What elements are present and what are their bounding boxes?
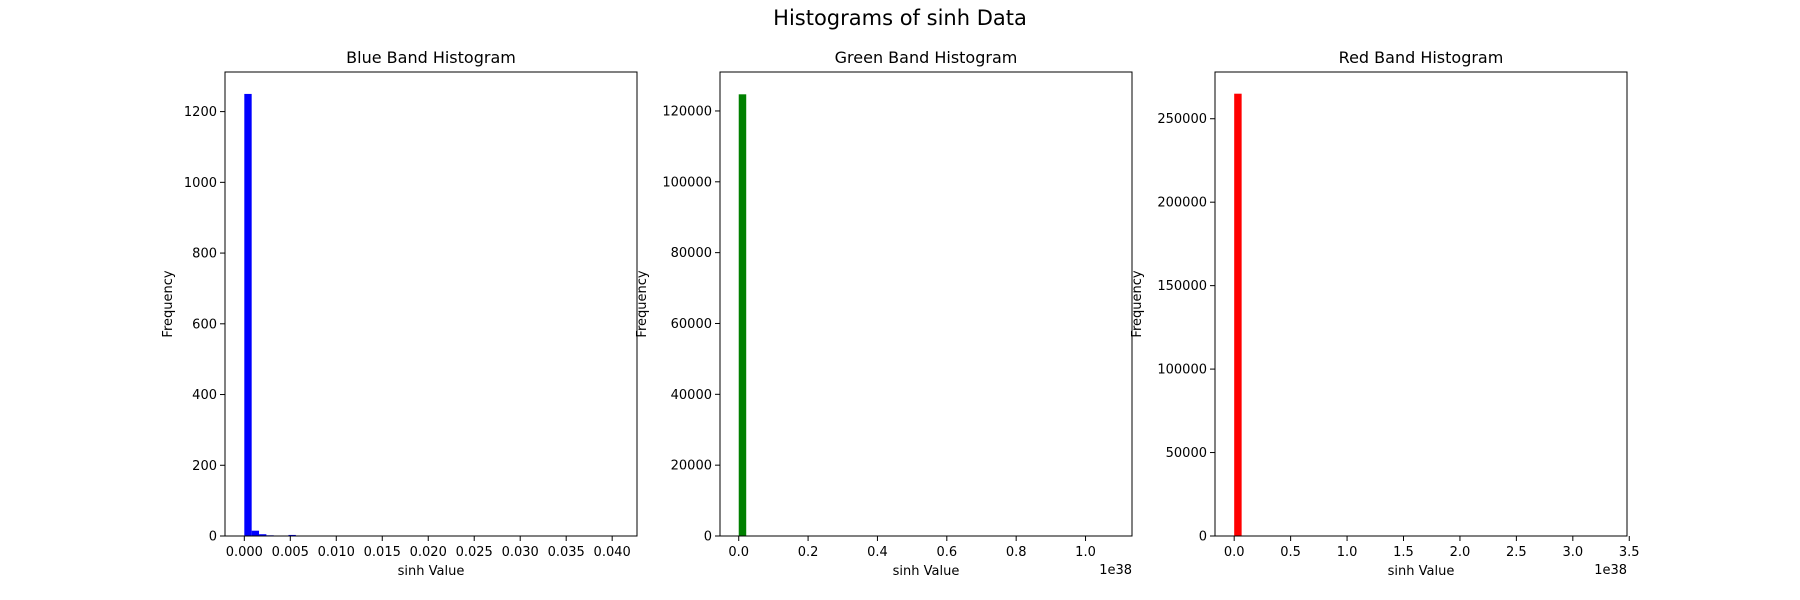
y-tick-label: 150000 <box>1157 279 1207 294</box>
y-tick-label: 0 <box>209 530 217 545</box>
y-tick-label: 100000 <box>662 175 712 190</box>
x-tick-label: 0.035 <box>548 545 585 560</box>
y-tick-label: 200 <box>192 459 217 474</box>
x-tick-label: 0.025 <box>456 545 493 560</box>
histogram-bar <box>244 93 252 537</box>
y-tick-label: 0 <box>1199 530 1207 545</box>
y-tick-label: 100000 <box>1157 363 1207 378</box>
histogram-bar <box>259 534 267 536</box>
x-tick-label: 0.030 <box>502 545 539 560</box>
x-tick-label: 0.040 <box>594 545 631 560</box>
x-tick-label: 2.5 <box>1506 545 1527 560</box>
y-tick-label: 40000 <box>671 388 712 403</box>
x-tick-label: 0.8 <box>1006 545 1027 560</box>
y-tick-label: 800 <box>192 247 217 262</box>
x-tick-label: 0.4 <box>867 545 888 560</box>
x-tick-label: 0.010 <box>318 545 355 560</box>
x-tick-label: 2.0 <box>1450 545 1471 560</box>
y-tick-label: 400 <box>192 388 217 403</box>
x-tick-label: 0.005 <box>272 545 309 560</box>
y-tick-label: 50000 <box>1166 446 1207 461</box>
x-tick-label: 0.020 <box>410 545 447 560</box>
x-tick-label: 1.0 <box>1075 545 1096 560</box>
x-axis-label: sinh Value <box>398 564 465 579</box>
y-tick-label: 200000 <box>1157 196 1207 211</box>
y-tick-label: 120000 <box>662 104 712 119</box>
x-tick-label: 0.6 <box>936 545 957 560</box>
axes-frame <box>224 71 638 537</box>
y-axis-label: Frequency <box>635 270 650 337</box>
figure-title: Histograms of sinh Data <box>773 6 1027 30</box>
y-tick-label: 250000 <box>1157 112 1207 127</box>
subplot-title: Green Band Histogram <box>835 48 1018 67</box>
x-tick-label: 1.5 <box>1393 545 1414 560</box>
axes-frame <box>1214 71 1628 537</box>
subplot-title: Red Band Histogram <box>1339 48 1504 67</box>
histogram-bar <box>1234 93 1242 536</box>
y-tick-label: 20000 <box>671 459 712 474</box>
x-tick-label: 3.0 <box>1562 545 1583 560</box>
y-tick-label: 80000 <box>671 246 712 261</box>
histogram-bar <box>738 94 747 536</box>
y-tick-label: 1000 <box>184 176 217 191</box>
x-tick-label: 0.000 <box>226 545 263 560</box>
y-axis-label: Frequency <box>1130 270 1145 337</box>
histogram-bar <box>288 534 296 536</box>
x-tick-label: 0.0 <box>728 545 749 560</box>
subplot-title: Blue Band Histogram <box>346 48 516 67</box>
x-axis-label: sinh Value <box>1388 564 1455 579</box>
y-tick-label: 1200 <box>184 105 217 120</box>
y-tick-label: 600 <box>192 317 217 332</box>
y-tick-label: 0 <box>704 530 712 545</box>
x-tick-label: 3.5 <box>1619 545 1640 560</box>
histogram-bar <box>251 530 260 536</box>
x-tick-label: 1.0 <box>1337 545 1358 560</box>
x-offset-label: 1e38 <box>1594 563 1627 578</box>
x-tick-label: 0.2 <box>798 545 819 560</box>
x-axis-label: sinh Value <box>893 564 960 579</box>
y-tick-label: 60000 <box>671 317 712 332</box>
y-axis-label: Frequency <box>161 270 176 337</box>
x-tick-label: 0.5 <box>1280 545 1301 560</box>
x-offset-label: 1e38 <box>1099 563 1132 578</box>
x-tick-label: 0.0 <box>1224 545 1245 560</box>
x-tick-label: 0.015 <box>364 545 401 560</box>
axes-frame <box>719 71 1133 537</box>
